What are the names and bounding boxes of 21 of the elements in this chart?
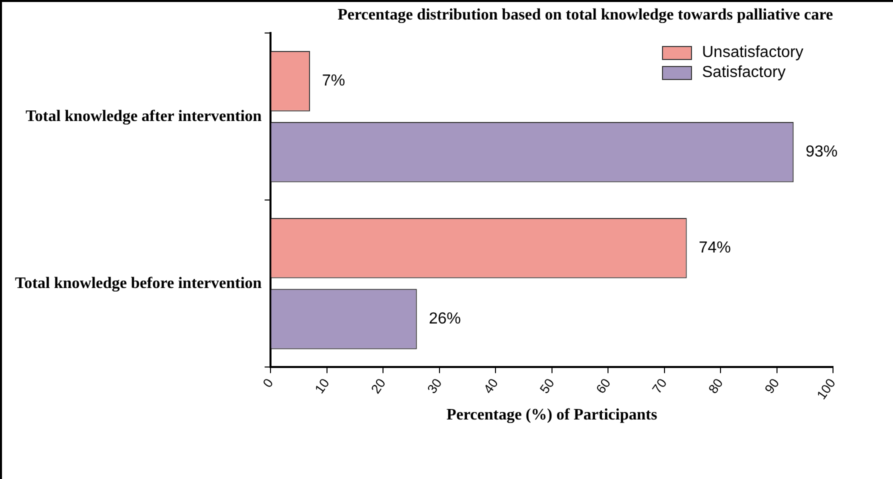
y-tick-label: Total knowledge after intervention: [26, 108, 262, 125]
x-axis-title: Percentage (%) of Participants: [446, 406, 658, 424]
x-tick-label: 20: [368, 376, 389, 396]
y-tick-label: Total knowledge before intervention: [14, 274, 262, 292]
x-tick-label: 70: [649, 376, 670, 396]
x-tick-label: 90: [762, 376, 782, 396]
x-tick-label: 100: [814, 376, 838, 402]
legend-label: Satisfactory: [702, 63, 786, 84]
data-label: 7%: [322, 72, 346, 90]
legend-label: Unsatisfactory: [702, 43, 804, 64]
x-tick-label: 40: [480, 376, 501, 396]
data-label: 26%: [428, 310, 461, 328]
x-tick-label: 80: [705, 376, 726, 396]
x-tick-label: 60: [592, 376, 614, 396]
x-tick-label: 30: [424, 376, 445, 396]
chart-title: Percentage distribution based on total knowledge towards palliative care: [338, 6, 833, 24]
x-tick-label: 10: [312, 376, 332, 396]
data-label: 93%: [806, 144, 838, 161]
data-label: 74%: [698, 240, 731, 257]
x-tick-label: 50: [536, 376, 558, 396]
x-tick-label: 0: [260, 376, 276, 390]
